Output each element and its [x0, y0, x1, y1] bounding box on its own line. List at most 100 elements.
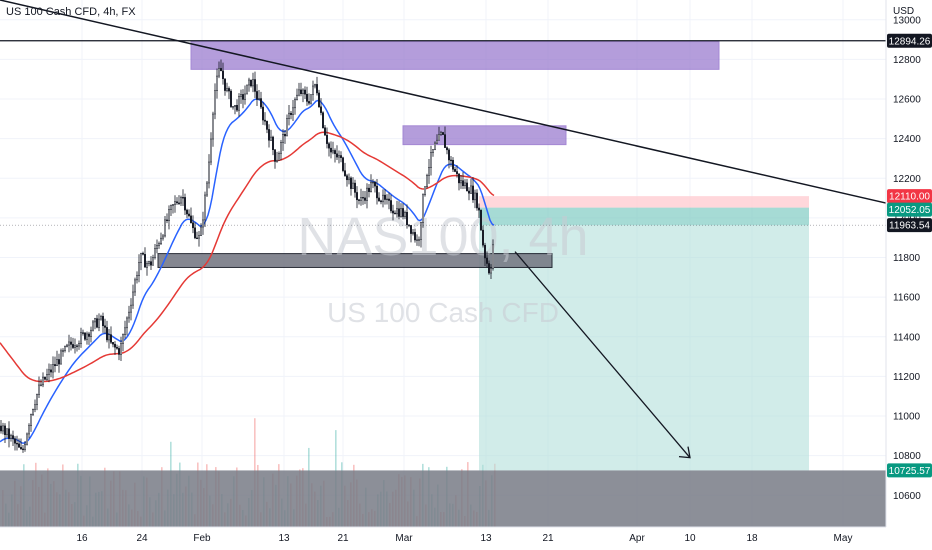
candle-body: [422, 194, 424, 223]
target-zone: [479, 207, 809, 471]
candle-body: [42, 376, 44, 386]
candle-body: [90, 329, 92, 337]
candle-body: [38, 384, 40, 395]
supply-zone-upper: [190, 41, 720, 70]
candle-body: [14, 438, 16, 444]
bottom-support-band: [0, 470, 886, 527]
y-tick-label: 12600: [893, 95, 921, 106]
candle-body: [378, 197, 380, 202]
x-tick-label: 21: [337, 533, 349, 544]
candle-body: [440, 132, 442, 135]
candle-body: [234, 104, 236, 107]
y-tick-label: 11400: [893, 332, 921, 343]
candle-body: [86, 333, 88, 340]
candle-body: [116, 346, 118, 349]
x-tick-label: 16: [76, 533, 88, 544]
candle-body: [426, 175, 428, 188]
trendline: [0, 0, 887, 204]
candle-body: [282, 134, 284, 143]
candle-body: [108, 334, 110, 341]
candle-body: [474, 192, 476, 201]
ema-fast-line: [0, 98, 495, 444]
candle-body: [400, 208, 402, 217]
candle-body: [46, 374, 48, 380]
y-tick-label: 13000: [893, 15, 921, 26]
candle-body: [430, 152, 432, 168]
candle-body: [340, 155, 342, 158]
candle-body: [224, 78, 226, 91]
candle-body: [428, 167, 430, 176]
y-tick-label: 10600: [893, 491, 921, 502]
candle-body: [140, 252, 142, 263]
candle-body: [372, 181, 374, 184]
candle-body: [126, 317, 128, 329]
candle-body: [156, 245, 158, 249]
candle-body: [206, 182, 208, 196]
candle-body: [100, 316, 102, 320]
candle-body: [344, 170, 346, 176]
watermark: NAS100, 4h US 100 Cash CFD: [297, 207, 588, 328]
candle-body: [94, 318, 96, 323]
candle-body: [146, 263, 148, 268]
candle-body: [286, 118, 288, 137]
candle-body: [240, 94, 242, 97]
candle-body: [238, 96, 240, 111]
candle-body: [22, 448, 24, 450]
candle-body: [464, 182, 466, 186]
candle-body: [202, 219, 204, 228]
candle-body: [216, 75, 218, 91]
candle-body: [122, 334, 124, 344]
candle-body: [196, 237, 198, 239]
candle-body: [270, 136, 272, 141]
candle-body: [184, 197, 186, 211]
candle-body: [250, 79, 252, 87]
candle-body: [236, 104, 238, 111]
x-tick-label: 18: [746, 533, 758, 544]
price-label-bg: [887, 33, 932, 48]
candle-body: [444, 134, 446, 148]
candle-body: [376, 185, 378, 199]
candle-body: [318, 92, 320, 108]
candle-body: [352, 182, 354, 189]
candle-body: [176, 201, 178, 204]
candle-body: [272, 136, 274, 150]
candle-body: [76, 345, 78, 347]
candle-body: [26, 433, 28, 445]
candle-body: [40, 384, 42, 386]
candle-body: [452, 159, 454, 170]
candle-body: [164, 219, 166, 237]
x-tick-label: Apr: [629, 533, 645, 544]
candle-body: [294, 99, 296, 109]
candle-body: [204, 194, 206, 221]
y-tick-label: 12400: [893, 134, 921, 145]
candle-body: [248, 79, 250, 86]
candle-body: [264, 119, 266, 122]
candle-body: [148, 261, 150, 264]
candle-body: [98, 318, 100, 328]
candle-body: [268, 129, 270, 141]
candle-body: [462, 180, 464, 186]
candle-body: [28, 425, 30, 435]
currency-label: USD: [893, 6, 914, 17]
candle-body: [198, 235, 200, 239]
candle-body: [168, 209, 170, 221]
time-axis: 16 24 Feb 13 21 Mar 13 21 Apr 10 18 May: [0, 526, 886, 544]
candle-body: [380, 200, 382, 203]
candle-body: [434, 142, 436, 150]
candle-body: [406, 211, 408, 226]
candle-body: [324, 127, 326, 136]
candle-body: [166, 219, 168, 221]
candle-body: [390, 200, 392, 212]
candle-body: [72, 344, 74, 348]
candle-body: [398, 208, 400, 217]
candle-body: [332, 150, 334, 153]
candle-body: [388, 198, 390, 201]
candle-body: [374, 181, 376, 187]
candle-body: [246, 84, 248, 95]
candle-body: [338, 155, 340, 158]
candle-body: [330, 147, 332, 153]
candle-body: [312, 85, 314, 95]
x-tick-label: May: [834, 533, 853, 544]
candle-body: [336, 153, 338, 158]
